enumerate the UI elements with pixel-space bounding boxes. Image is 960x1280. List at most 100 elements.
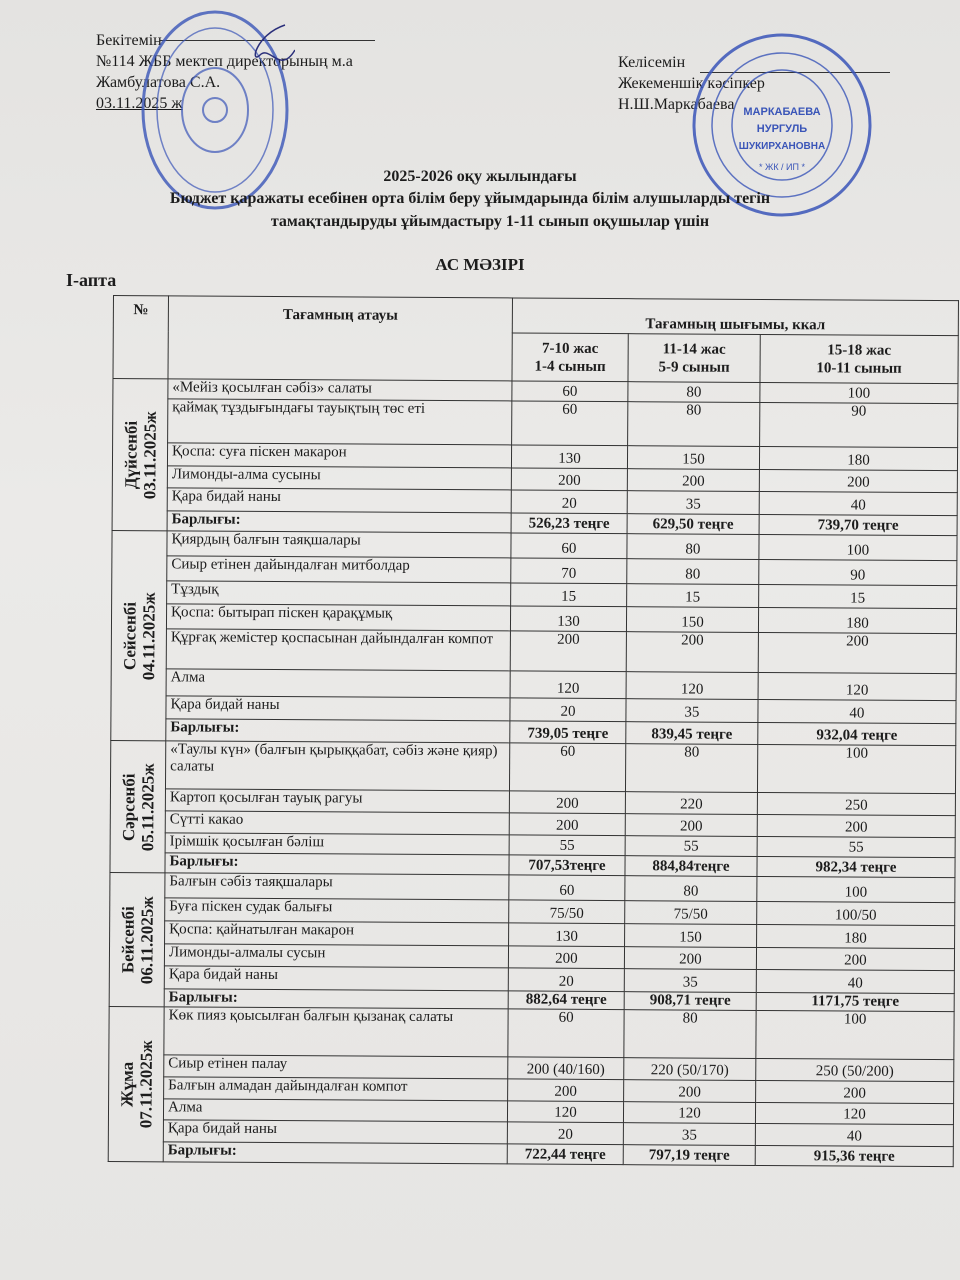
dish-name: Алма <box>166 668 511 698</box>
document-title: АС МӘЗІРІ <box>435 255 525 274</box>
dish-yield: 180 <box>758 607 957 634</box>
dish-yield: 200 <box>757 814 956 838</box>
table-row: Құрғақ жемістер қоспасынан дайындалған к… <box>111 628 957 674</box>
dish-name: «Таулы күн» (балғын қырыққабат, сәбіз жә… <box>165 740 510 791</box>
dish-yield: 130 <box>510 605 627 632</box>
total-label: Барлығы: <box>165 718 510 743</box>
dish-yield: 80 <box>626 558 759 585</box>
dish-yield: 200 <box>509 812 626 836</box>
dish-name: Балғын сәбіз таяқшалары <box>164 872 509 900</box>
day-cell: Жұма 07.11.2025ж <box>108 1006 165 1162</box>
dish-yield: 120 <box>623 1101 756 1124</box>
dish-yield: 200 <box>624 946 757 970</box>
dish-yield: 80 <box>625 743 758 793</box>
dish-yield: 150 <box>626 606 759 633</box>
header-number: № <box>112 295 169 379</box>
dish-yield: 40 <box>755 1123 954 1147</box>
total-cost: 629,50 теңге <box>627 513 760 535</box>
dish-name: Қоспа: суға піскен макарон <box>167 442 512 468</box>
dish-yield: 120 <box>755 1102 954 1125</box>
dish-yield: 75/50 <box>624 900 757 925</box>
day-cell: Бейсенбі 06.11.2025ж <box>109 872 165 1007</box>
dish-name: Тұздық <box>166 580 511 606</box>
approver-position: №114 ЖББ мектеп директорының м.а <box>96 53 353 70</box>
dish-yield: 120 <box>626 671 759 700</box>
dish-yield: 70 <box>510 557 627 584</box>
dish-name: Балғын алмадан дайындалған компот <box>163 1076 508 1101</box>
total-cost: 908,71 теңге <box>624 991 757 1011</box>
dish-name: Буға піскен судак балығы <box>164 897 509 923</box>
dish-yield: 200 <box>508 945 625 969</box>
day-cell: Сейсенбі 04.11.2025ж <box>110 530 168 741</box>
day-cell: Дүйсенбі 03.11.2025ж <box>112 378 168 531</box>
dish-yield: 60 <box>508 874 625 901</box>
age-group-line: 7-10 жас <box>541 340 599 357</box>
dish-yield: 200 <box>625 813 758 837</box>
signature-line <box>160 40 375 41</box>
dish-yield: 20 <box>509 697 627 722</box>
dish-yield: 150 <box>624 923 757 948</box>
agreement-label: Келісемін <box>618 54 686 71</box>
header-dish-name: Тағамның атауы <box>167 295 513 381</box>
agreer-name: Н.Ш.Маркабаева <box>618 96 735 113</box>
dish-yield: 250 (50/200) <box>755 1058 954 1082</box>
dish-yield: 20 <box>511 489 628 514</box>
dish-yield: 200 <box>758 632 957 674</box>
dish-yield: 80 <box>627 401 760 447</box>
dish-yield: 100 <box>759 382 958 404</box>
dish-name: Сүтті какао <box>165 810 510 835</box>
total-cost: 884,84теңге <box>624 855 758 877</box>
total-cost: 526,23 теңге <box>511 512 628 534</box>
total-cost: 882,64 теңге <box>508 990 625 1010</box>
dish-yield: 20 <box>507 1121 624 1145</box>
document-subtitle: Бюджет қаражаты есебінен орта білім беру… <box>169 190 771 207</box>
dish-yield: 130 <box>511 444 628 469</box>
dish-yield: 90 <box>758 559 957 586</box>
header-age-group: 15-18 жас 10-11 сынып <box>759 334 959 384</box>
dish-name: қаймақ тұздығындағы тауықтың төс еті <box>167 398 512 445</box>
dish-yield: 15 <box>510 582 627 607</box>
total-cost: 797,19 теңге <box>623 1144 756 1166</box>
dish-yield: 200 <box>756 947 955 971</box>
dish-name: Қара бидай наны <box>165 695 511 721</box>
day-cell: Сәрсенбі 05.11.2025ж <box>109 740 166 873</box>
dish-yield: 80 <box>624 875 757 902</box>
dish-name: Қара бидай наны <box>167 487 512 513</box>
dish-name: «Мейіз қосылған сәбіз» салаты <box>167 378 512 401</box>
dish-yield: 60 <box>510 532 628 559</box>
approver-name: Жамбулатова С.А. <box>96 74 221 91</box>
svg-text:ШУКИРХАНОВНА: ШУКИРХАНОВНА <box>739 141 825 152</box>
age-group-line: 1-4 сынып <box>534 358 606 375</box>
dish-yield: 80 <box>626 533 760 560</box>
header-age-group: 7-10 жас 1-4 сынып <box>511 332 629 382</box>
dish-yield: 80 <box>627 381 760 403</box>
dish-yield: 60 <box>509 742 626 792</box>
agreer-position: Жекеменшік кәсіпкер <box>618 75 765 92</box>
dish-name: Лимонды-алмалы сусын <box>164 943 509 968</box>
menu-table: № Тағамның атауы Тағамның шығымы, ккал 7… <box>108 295 959 1167</box>
dish-name: Сиыр етінен палау <box>163 1054 508 1079</box>
dish-yield: 100 <box>756 876 955 903</box>
dish-yield: 220 (50/170) <box>623 1057 756 1081</box>
dish-yield: 55 <box>757 836 956 858</box>
header-yield: Тағамның шығымы, ккал <box>512 297 959 336</box>
dish-yield: 100 <box>755 1010 955 1060</box>
total-cost: 707,53теңге <box>508 854 626 876</box>
dish-yield: 60 <box>511 380 628 402</box>
dish-yield: 200 <box>510 630 627 672</box>
dish-name: Қара бидай наны <box>164 965 509 991</box>
total-cost: 982,34 теңге <box>756 856 956 878</box>
dish-yield: 55 <box>509 834 626 856</box>
dish-name: Сиыр етінен дайындалған митболдар <box>166 555 511 583</box>
dish-yield: 200 <box>627 468 760 492</box>
total-cost: 722,44 теңге <box>507 1143 624 1165</box>
total-row: Барлығы: 722,44 теңге 797,19 теңге 915,36 т… <box>108 1141 954 1167</box>
dish-yield: 250 <box>757 792 956 816</box>
dish-yield: 120 <box>510 670 627 699</box>
age-group-line: 10-11 сынып <box>816 359 902 377</box>
dish-name: Көк пияз қоысылған балғын қызанақ салаты <box>163 1006 509 1057</box>
dish-yield: 120 <box>758 672 957 701</box>
dish-yield: 15 <box>758 584 957 609</box>
dish-name: Құрғақ жемістер қоспасынан дайындалған к… <box>166 628 511 671</box>
dish-yield: 200 (40/160) <box>507 1056 624 1080</box>
